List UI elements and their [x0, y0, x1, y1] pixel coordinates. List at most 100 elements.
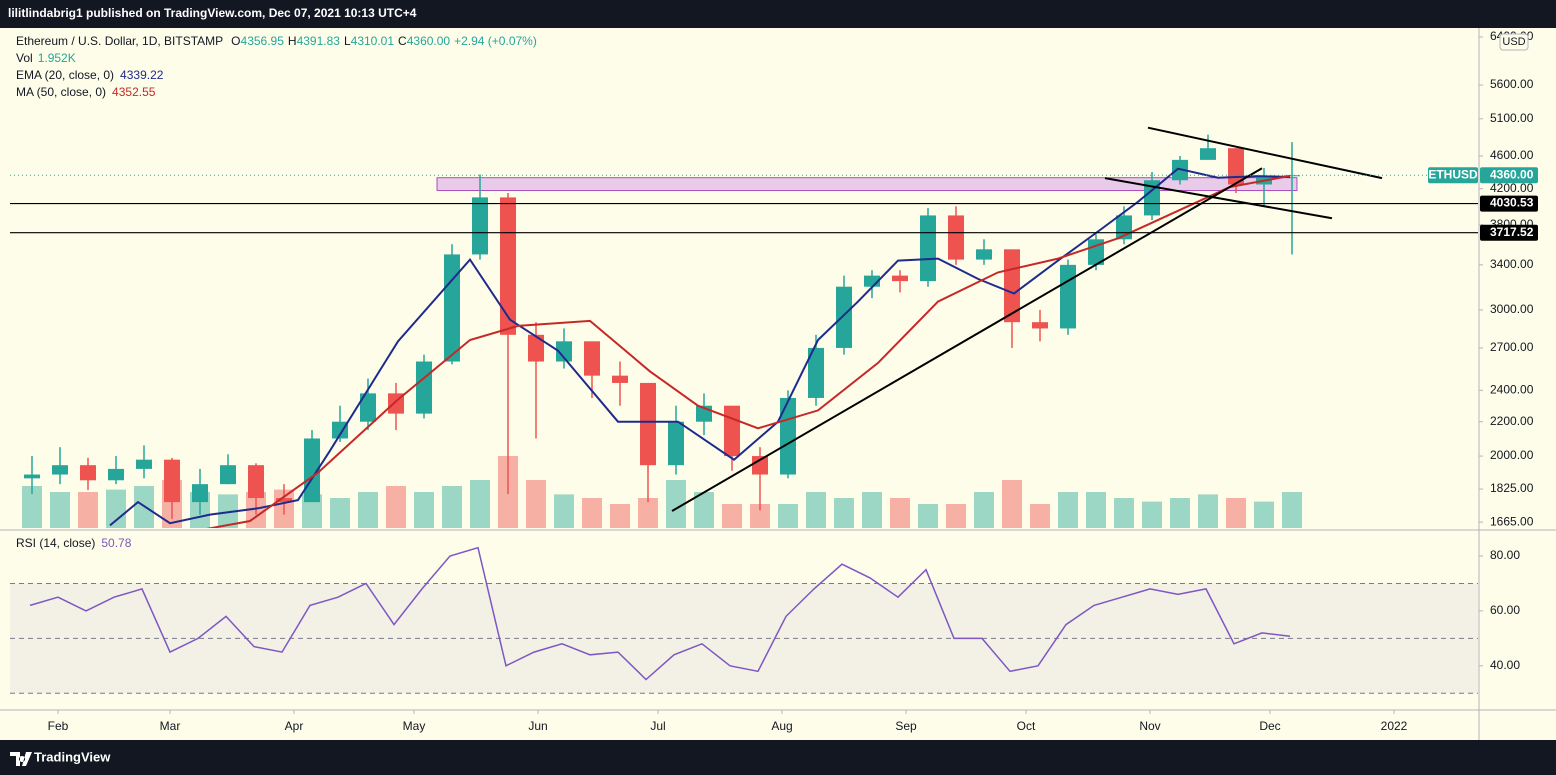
candle-body: [556, 341, 572, 362]
candle-body: [752, 456, 768, 475]
rsi-pane: [10, 546, 1478, 694]
candle-body: [248, 465, 264, 499]
volume-bar: [1254, 501, 1274, 528]
logo-icon: [10, 752, 32, 766]
volume-bar: [722, 504, 742, 528]
x-tick-label: Aug: [771, 719, 792, 733]
volume-bar: [694, 492, 714, 528]
candle-body: [612, 375, 628, 383]
volume-bar: [750, 504, 770, 528]
candle-body: [1200, 148, 1216, 160]
volume-bar: [358, 492, 378, 528]
volume-bar: [638, 498, 658, 528]
candle-body: [976, 249, 992, 260]
ohlc-value: 4391.83: [297, 34, 341, 48]
ohlc-value: 4356.95: [241, 34, 285, 48]
top-bar: [0, 0, 1556, 28]
volume-bar: [330, 498, 350, 528]
candle-body: [668, 421, 684, 466]
y-tick-label: 4600.00: [1490, 148, 1534, 162]
rsi-tick-label: 60.00: [1490, 603, 1520, 617]
ohlc-value: 4360.00: [407, 34, 451, 48]
candle-body: [276, 498, 292, 503]
volume-bar: [386, 486, 406, 528]
candle-body: [920, 215, 936, 282]
price-pane: [10, 126, 1478, 528]
volume-bar: [78, 492, 98, 528]
trendline: [1104, 177, 1333, 220]
volume-bar: [50, 492, 70, 528]
symbol-tag: ETHUSD: [1428, 167, 1478, 181]
ohlc-value: 4310.01: [351, 34, 395, 48]
x-tick-label: Jul: [650, 719, 665, 733]
volume-bar: [442, 486, 462, 528]
price-line-tag: [1480, 224, 1538, 241]
candle-body: [528, 334, 544, 362]
footer: [0, 740, 1556, 775]
price-line-label: 4030.53: [1490, 196, 1534, 210]
ohlc-label: H: [288, 34, 297, 48]
indicator-name: MA (50, close, 0): [16, 85, 106, 99]
volume-value: 1.952K: [38, 51, 76, 65]
volume-bar: [582, 498, 602, 528]
change-value: +2.94 (+0.07%): [454, 34, 537, 48]
currency-label[interactable]: USD: [1502, 36, 1525, 48]
candle-body: [360, 393, 376, 422]
x-tick-label: Oct: [1017, 719, 1036, 733]
candle-body: [808, 347, 824, 398]
moving-average-line: [206, 174, 1291, 528]
candle-body: [1284, 175, 1300, 177]
trendline: [671, 167, 1263, 512]
indicator-legend: EMA (20, close, 0) 4339.22: [16, 68, 164, 82]
overlay: 6400.005600.005100.004600.004200.003800.…: [16, 29, 1538, 733]
symbol-tag-box: [1428, 167, 1478, 184]
volume-bar: [106, 489, 126, 528]
volume-bar: [554, 494, 574, 528]
candle-body: [1088, 239, 1104, 265]
y-tick-label: 1665.00: [1490, 514, 1534, 528]
x-tick-label: 2022: [1381, 719, 1408, 733]
volume-bar: [834, 498, 854, 528]
indicator-name: EMA (20, close, 0): [16, 68, 114, 82]
volume-bar: [918, 504, 938, 528]
x-tick-label: May: [403, 719, 426, 733]
y-tick-label: 1825.00: [1490, 481, 1534, 495]
logo-text[interactable]: TradingView: [34, 749, 111, 764]
y-tick-label: 2400.00: [1490, 383, 1534, 397]
candle-body: [164, 459, 180, 503]
currency-box[interactable]: [1499, 33, 1529, 51]
volume-bar: [1226, 498, 1246, 528]
candle-body: [780, 397, 796, 475]
volume-bar: [414, 492, 434, 528]
volume-bar: [526, 480, 546, 528]
volume-legend: Vol 1.952K: [16, 51, 76, 65]
symbol-legend: Ethereum / U.S. Dollar, 1D, BITSTAMP O435…: [16, 34, 537, 48]
x-tick-label: Dec: [1259, 719, 1280, 733]
candle-body: [192, 484, 208, 503]
candle-body: [640, 382, 656, 466]
candle-body: [724, 405, 740, 457]
candle-body: [108, 468, 124, 481]
candle-body: [1032, 322, 1048, 329]
candle-body: [136, 459, 152, 469]
x-tick-label: Feb: [48, 719, 69, 733]
candle-body: [444, 254, 460, 362]
ohlc-label: L: [344, 34, 351, 48]
volume-bar: [862, 492, 882, 528]
candle-body: [472, 197, 488, 255]
volume-bar: [806, 492, 826, 528]
candle-body: [24, 474, 40, 479]
x-tick-label: Apr: [285, 719, 304, 733]
rsi-name: RSI (14, close): [16, 536, 95, 550]
volume-bar: [1282, 492, 1302, 528]
x-tick-label: Jun: [528, 719, 547, 733]
y-tick-label: 2200.00: [1490, 414, 1534, 428]
x-tick-label: Mar: [160, 719, 181, 733]
rsi-tick-label: 80.00: [1490, 548, 1520, 562]
volume-bar: [778, 504, 798, 528]
price-line-tag: [1480, 195, 1538, 212]
y-tick-label: 3000.00: [1490, 302, 1534, 316]
y-tick-label: 4200.00: [1490, 181, 1534, 195]
